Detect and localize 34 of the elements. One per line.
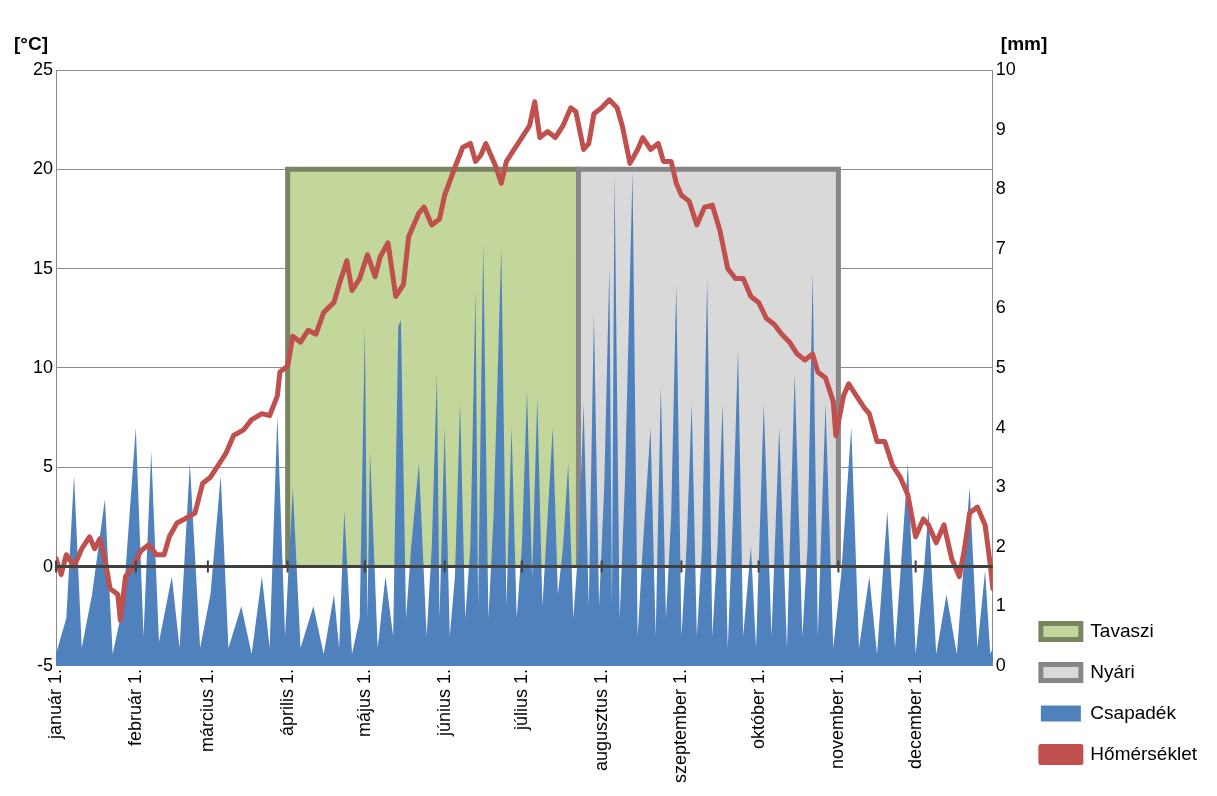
x-tick-label: május 1.: [353, 668, 374, 737]
x-tick-label: augusztus 1.: [590, 668, 611, 772]
y-axis-title: [°C]: [14, 32, 49, 54]
y-tick-label: 25: [32, 58, 54, 79]
x-tick-label: június 1.: [433, 668, 454, 737]
legend-label: Csapadék: [1090, 701, 1177, 723]
x-tick-label: szeptember 1.: [670, 668, 691, 784]
y-tick-label: 0: [43, 555, 54, 576]
y-tick-label: 15: [32, 257, 54, 278]
y2-tick-label: 6: [995, 297, 1006, 318]
legend-label: Tavaszi: [1090, 619, 1154, 641]
x-tick-label: március 1.: [196, 668, 217, 752]
y-tick-label: 20: [32, 158, 54, 179]
y2-tick-label: 0: [995, 654, 1006, 675]
x-tick-label: december 1.: [904, 668, 925, 770]
x-tick-label: február 1.: [124, 668, 145, 746]
legend-label: Hőmérséklet: [1090, 742, 1198, 764]
y2-tick-label: 10: [995, 58, 1016, 79]
x-tick-label: október 1.: [747, 668, 768, 750]
x-tick-label: november 1.: [827, 668, 848, 770]
y-tick-label: 5: [43, 456, 54, 477]
y2-tick-label: 3: [995, 476, 1006, 497]
y2-tick-label: 9: [995, 118, 1006, 139]
y2-tick-label: 1: [995, 595, 1006, 616]
y2-tick-label: 8: [995, 178, 1006, 199]
x-tick-label: július 1.: [510, 668, 531, 731]
y2-tick-label: 4: [995, 416, 1006, 437]
y2-tick-label: 5: [995, 356, 1006, 377]
y2-axis-title: [mm]: [1000, 32, 1048, 54]
x-tick-label: április 1.: [276, 668, 297, 736]
legend-label: Nyári: [1090, 660, 1135, 682]
y2-tick-label: 2: [995, 535, 1006, 556]
y2-tick-label: 7: [995, 237, 1006, 258]
y-tick-label: 10: [32, 356, 54, 377]
